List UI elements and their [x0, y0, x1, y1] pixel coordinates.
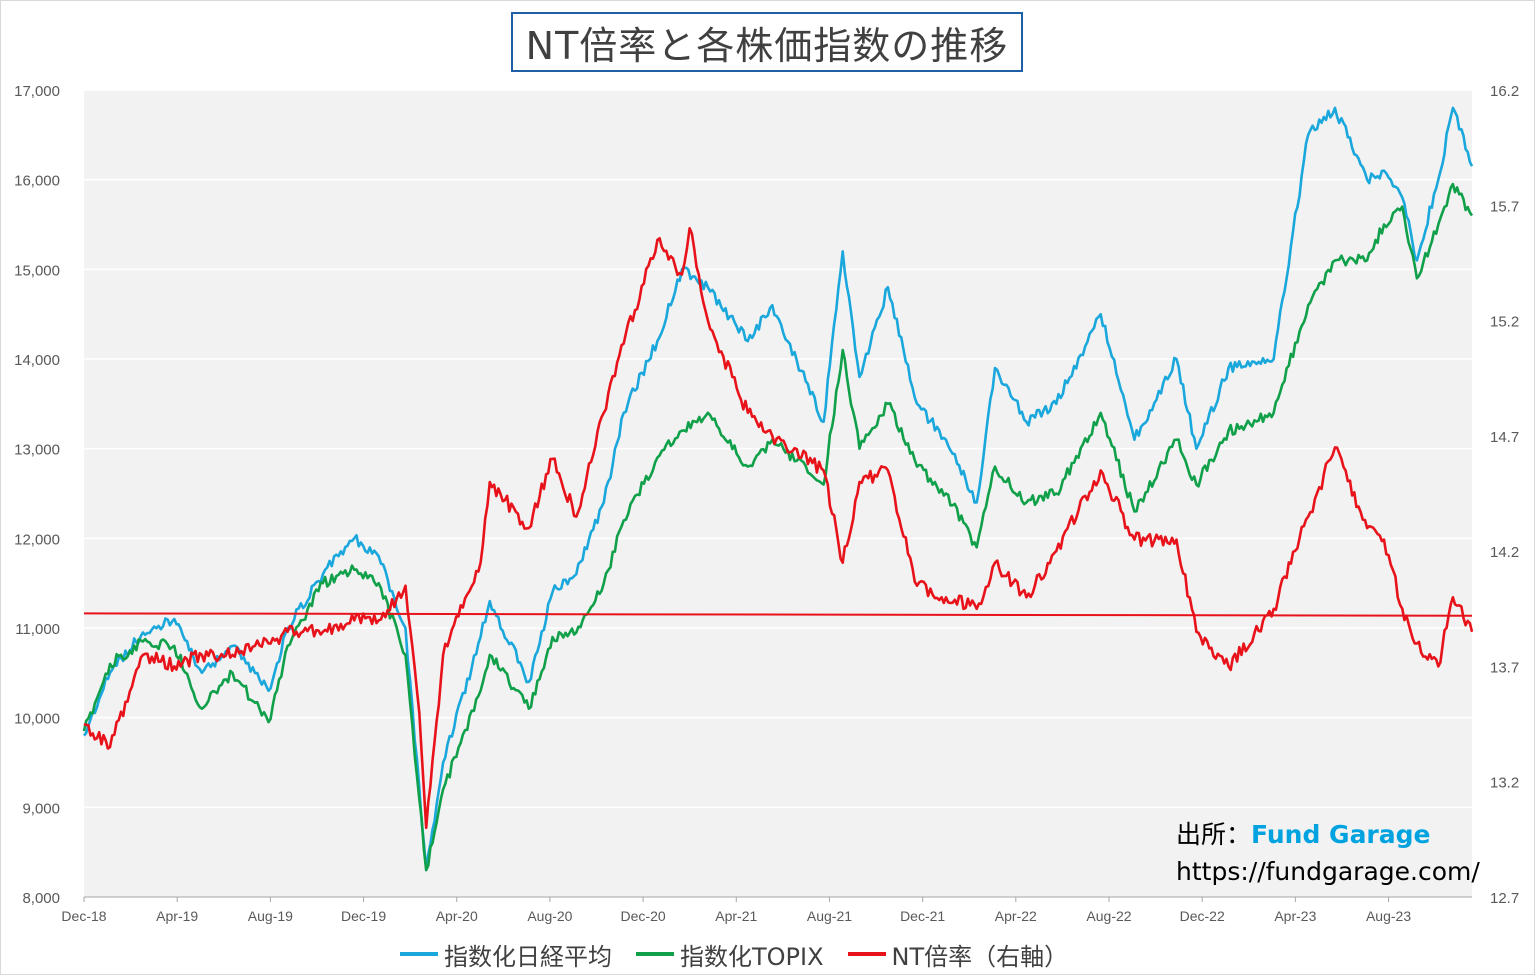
- source-label: 出所：: [1176, 820, 1252, 849]
- series-line-nt: [83, 227, 1474, 830]
- source-brand: Fund Garage: [1251, 820, 1431, 849]
- y-right-tick-label: 14.7: [1490, 429, 1519, 446]
- x-tick-label: Aug-21: [807, 908, 852, 924]
- y-left-tick-label: 8,000: [22, 890, 60, 907]
- y-left-tick-label: 17,000: [14, 83, 60, 100]
- y-right-tick-label: 16.2: [1490, 83, 1519, 100]
- x-tick-label: Apr-20: [436, 908, 478, 924]
- chart-title: NT倍率と各株価指数の推移: [511, 12, 1023, 72]
- x-tick-label: Apr-21: [715, 908, 757, 924]
- legend-label-topix: 指数化TOPIX: [680, 942, 824, 971]
- x-tick-label: Dec-21: [900, 908, 945, 924]
- y-right-tick-label: 15.7: [1490, 198, 1519, 215]
- legend-swatch-nt: [847, 952, 886, 956]
- series-line-nikkei: [83, 106, 1474, 872]
- y-left-tick-label: 13,000: [14, 442, 60, 459]
- x-tick-label: Aug-20: [527, 908, 572, 924]
- y-right-tick-label: 13.2: [1490, 775, 1519, 792]
- x-tick-label: Dec-18: [61, 908, 106, 924]
- y-right-tick-label: 15.2: [1490, 314, 1519, 331]
- x-tick-label: Dec-22: [1180, 908, 1225, 924]
- legend-item-nt: NT倍率（右軸）: [847, 937, 1069, 972]
- y-right-tick-label: 14.2: [1490, 544, 1519, 561]
- y-right-tick-label: 13.7: [1490, 659, 1519, 676]
- x-tick-label: Dec-19: [341, 908, 386, 924]
- source-note: 出所：Fund Garage https://fundgarage.com/: [1176, 816, 1480, 890]
- legend-label-nt: NT倍率（右軸）: [891, 942, 1069, 971]
- x-tick-label: Aug-19: [248, 908, 293, 924]
- y-left-tick-label: 14,000: [14, 352, 60, 369]
- y-left-tick-label: 16,000: [14, 173, 60, 190]
- legend-swatch-topix: [636, 952, 674, 956]
- x-tick-label: Dec-20: [621, 908, 666, 924]
- y-right-tick-label: 12.7: [1490, 890, 1519, 907]
- legend-swatch-nikkei: [400, 952, 438, 956]
- x-tick-label: Aug-23: [1366, 908, 1411, 924]
- source-url: https://fundgarage.com/: [1176, 857, 1480, 886]
- y-left-tick-label: 11,000: [15, 621, 60, 638]
- y-left-tick-label: 15,000: [14, 262, 60, 279]
- legend-label-nikkei: 指数化日経平均: [444, 942, 612, 971]
- nt-baseline: [83, 612, 1473, 617]
- series-line-topix: [82, 182, 1474, 872]
- y-left-tick-label: 9,000: [22, 800, 60, 817]
- x-tick-label: Aug-22: [1086, 908, 1131, 924]
- x-tick-label: Apr-22: [995, 908, 1037, 924]
- legend-item-nikkei: 指数化日経平均: [400, 937, 612, 972]
- y-left-tick-label: 10,000: [14, 711, 60, 728]
- x-tick-label: Apr-19: [156, 908, 198, 924]
- chart-legend: 指数化日経平均 指数化TOPIX NT倍率（右軸）: [400, 936, 1068, 972]
- x-tick-label: Apr-23: [1274, 908, 1316, 924]
- y-left-tick-label: 12,000: [14, 531, 60, 548]
- legend-item-topix: 指数化TOPIX: [636, 937, 824, 972]
- plot-area: [84, 90, 1472, 897]
